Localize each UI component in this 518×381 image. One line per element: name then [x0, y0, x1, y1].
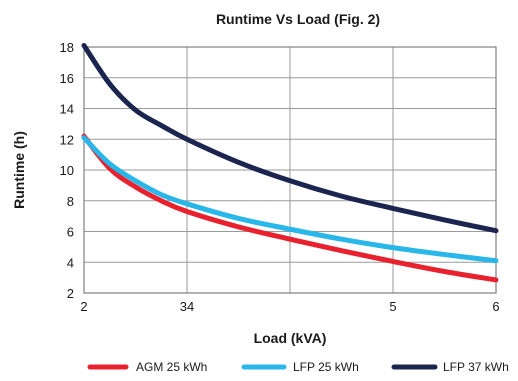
series-lines: [81, 42, 499, 283]
y-tick-label: 2: [67, 286, 74, 301]
plot-frame: [83, 46, 497, 294]
y-tick-label: 4: [67, 255, 74, 270]
legend: AGM 25 kWh LFP 25 kWh LFP 37 kWh: [87, 360, 509, 374]
y-tick-label: 8: [67, 194, 74, 209]
x-tick-label: 2: [80, 299, 87, 314]
x-axis-label: Load (kVA): [254, 330, 327, 346]
legend-label: LFP 37 kWh: [443, 360, 509, 374]
y-axis-label: Runtime (h): [11, 131, 27, 209]
x-tick-label: 6: [492, 299, 499, 314]
x-tick-label: 34: [180, 299, 194, 314]
grid-lines: [83, 46, 497, 294]
y-tick-label: 10: [60, 163, 74, 178]
x-tick-labels: 2 34 5 6: [80, 299, 499, 314]
series-line-lfp-25-kwh: [81, 135, 499, 264]
y-tick-label: 6: [67, 225, 74, 240]
x-tick-label: 5: [389, 299, 396, 314]
chart-title: Runtime Vs Load (Fig. 2): [216, 11, 380, 27]
legend-label: AGM 25 kWh: [136, 360, 207, 374]
series-line-agm-25-kwh: [81, 133, 499, 283]
y-tick-label: 16: [60, 71, 74, 86]
y-tick-label: 14: [60, 102, 74, 117]
y-tick-labels: 2 4 6 8 10 12 14 16 18: [60, 40, 74, 301]
series-line-lfp-37-kwh: [81, 42, 499, 234]
y-tick-label: 18: [60, 40, 74, 55]
y-tick-label: 12: [60, 132, 74, 147]
legend-label: LFP 25 kWh: [293, 360, 359, 374]
